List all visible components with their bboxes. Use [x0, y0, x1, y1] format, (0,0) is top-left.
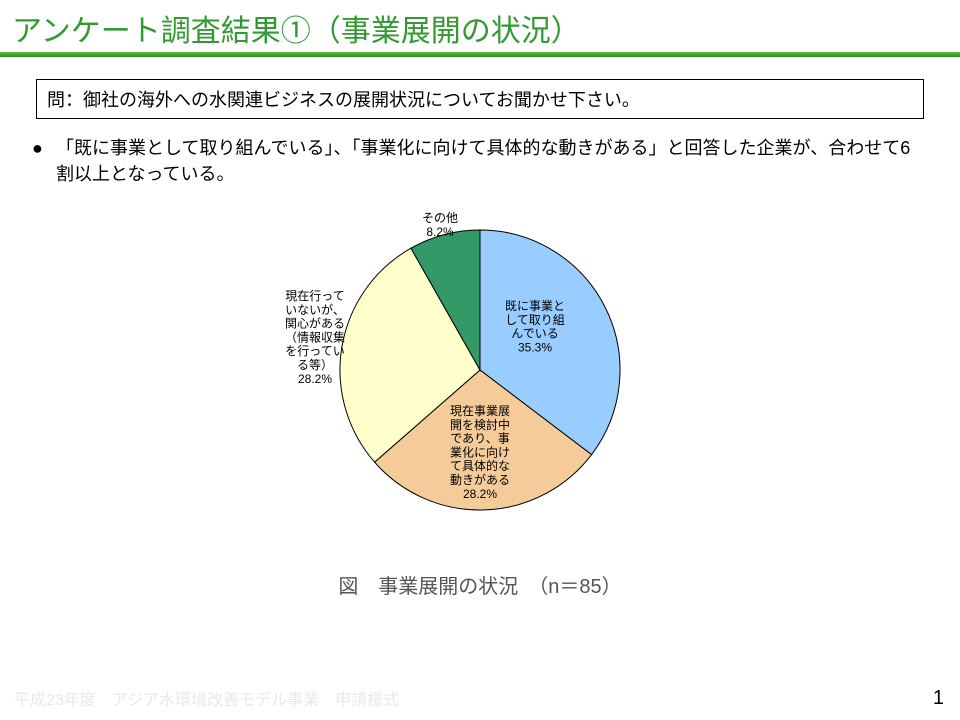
chart-caption: 図 事業展開の状況 （n＝85）	[0, 570, 960, 599]
pie-chart-container: 既に事業として取り組んでいる35.3%現在事業展開を検討中であり、事業化に向けて…	[0, 200, 960, 565]
slide: アンケート調査結果①（事業展開の状況） 問：御社の海外への水関連ビジネスの展開状…	[0, 0, 960, 720]
title-underline	[0, 52, 960, 57]
pie-chart: 既に事業として取り組んでいる35.3%現在事業展開を検討中であり、事業化に向けて…	[220, 200, 740, 560]
question-box: 問：御社の海外への水関連ビジネスの展開状況についてお聞かせ下さい。	[36, 79, 924, 119]
summary-bullet: 「既に事業として取り組んでいる」、「事業化に向けて具体的な動きがある」と回答した…	[56, 135, 920, 187]
page-number: 1	[933, 687, 944, 710]
footer-text: 平成23年度 アジア水環境改善モデル事業 申請様式	[14, 686, 399, 710]
pie-label-considering: 現在事業展開を検討中であり、事業化に向けて具体的な動きがある28.2%	[450, 404, 510, 501]
page-title: アンケート調査結果①（事業展開の状況）	[0, 0, 960, 52]
pie-label-other: その他8.2%	[422, 211, 458, 239]
pie-label-interested: 現在行っていないが、関心がある（情報収集を行っている等）28.2%	[285, 289, 345, 386]
